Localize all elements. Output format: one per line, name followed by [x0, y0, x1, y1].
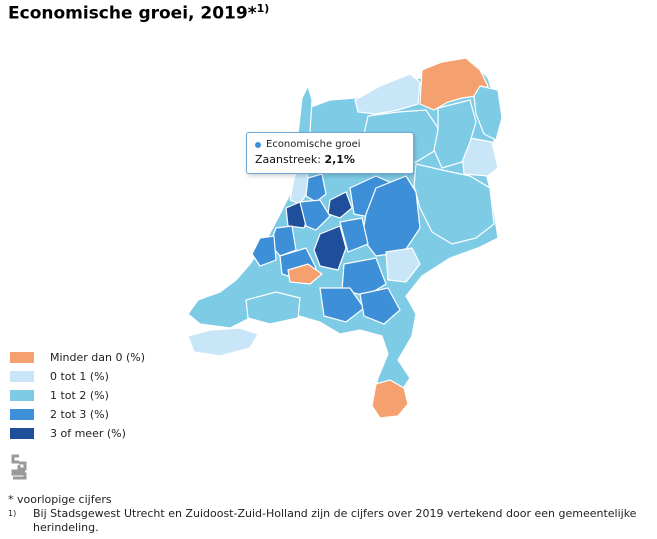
- legend-item-1-tot-2[interactable]: 1 tot 2 (%): [10, 386, 145, 405]
- legend-label: Minder dan 0 (%): [50, 351, 146, 364]
- footnote-1-text: Bij Stadsgewest Utrecht en Zuidoost-Zuid…: [33, 507, 637, 534]
- map-region-zeeland[interactable]: [187, 327, 259, 357]
- tooltip-region: Zaanstreek:: [255, 153, 321, 166]
- legend-swatch: [10, 390, 34, 401]
- legend-swatch: [10, 409, 34, 420]
- legend-label: 3 of meer (%): [50, 427, 126, 440]
- legend-swatch: [10, 371, 34, 382]
- map-region-noord-brabant-west[interactable]: [319, 287, 365, 323]
- map-region-wadden[interactable]: [354, 73, 421, 115]
- netherlands-map: [187, 57, 503, 419]
- legend-item-0-tot-1[interactable]: 0 tot 1 (%): [10, 367, 145, 386]
- map-region-almere[interactable]: [327, 191, 353, 219]
- tooltip-value: 2,1%: [324, 153, 355, 166]
- legend-item-3-of-meer[interactable]: 3 of meer (%): [10, 424, 145, 443]
- legend-label: 0 tot 1 (%): [50, 370, 109, 383]
- footnote-1: 1) Bij Stadsgewest Utrecht en Zuidoost-Z…: [8, 507, 648, 535]
- cbs-logo-icon: [11, 454, 27, 480]
- page-title: Economische groei, 2019*1): [8, 2, 269, 24]
- legend-swatch: [10, 428, 34, 439]
- tooltip-value-row: Zaanstreek: 2,1%: [255, 153, 405, 166]
- map-region-noord-brabant-oost[interactable]: [359, 287, 401, 325]
- series-dot-icon: [255, 141, 261, 148]
- legend-label: 1 tot 2 (%): [50, 389, 109, 402]
- map-region-overijssel[interactable]: [413, 163, 495, 245]
- map-region-west-brabant[interactable]: [245, 291, 301, 325]
- title-footnote-mark: 1): [256, 2, 270, 15]
- tooltip-series-label: Economische groei: [266, 139, 361, 150]
- map-region-haarlem[interactable]: [299, 199, 331, 231]
- map-legend: Minder dan 0 (%) 0 tot 1 (%) 1 tot 2 (%)…: [10, 348, 145, 443]
- footnote-preliminary: * voorlopige cijfers: [8, 493, 112, 506]
- map-region-zuid-limburg[interactable]: [371, 379, 409, 419]
- map-region-drenthe[interactable]: [433, 99, 477, 169]
- map-region-oost-groningen[interactable]: [473, 85, 503, 141]
- map-region-den-haag[interactable]: [251, 235, 277, 267]
- legend-item-minder-dan-0[interactable]: Minder dan 0 (%): [10, 348, 145, 367]
- legend-label: 2 tot 3 (%): [50, 408, 109, 421]
- map-region-achterhoek[interactable]: [385, 247, 421, 283]
- legend-swatch: [10, 352, 34, 363]
- map-region-utrecht[interactable]: [313, 225, 347, 271]
- footnote-1-mark: 1): [8, 509, 17, 518]
- map-region-zuidoost-zuid-holland[interactable]: [287, 263, 323, 285]
- tooltip-series: Economische groei: [255, 139, 405, 150]
- map-region-amersfoort[interactable]: [339, 217, 369, 253]
- title-text: Economische groei, 2019*: [8, 3, 257, 24]
- footnotes: * voorlopige cijfers 1) Bij Stadsgewest …: [8, 493, 648, 535]
- map-region-zaanstreek[interactable]: [305, 173, 327, 203]
- map-tooltip: Economische groei Zaanstreek: 2,1%: [246, 132, 414, 174]
- legend-item-2-tot-3[interactable]: 2 tot 3 (%): [10, 405, 145, 424]
